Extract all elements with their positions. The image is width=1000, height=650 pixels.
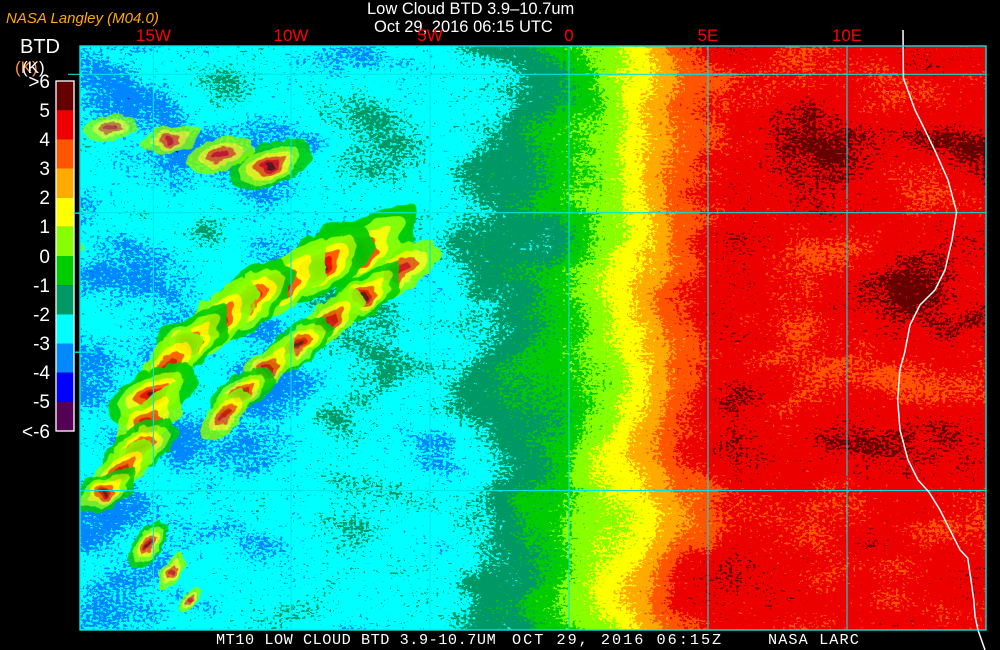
svg-text:MT10 LOW CLOUD BTD 3.9-10.7UM: MT10 LOW CLOUD BTD 3.9-10.7UM: [216, 631, 496, 649]
svg-text:4: 4: [39, 130, 50, 151]
svg-text:-5: -5: [33, 392, 50, 413]
svg-text:<-6: <-6: [22, 422, 50, 443]
svg-text:2: 2: [39, 188, 50, 209]
svg-text:-3: -3: [33, 334, 50, 355]
svg-text:10W: 10W: [274, 26, 309, 45]
svg-text:1: 1: [39, 217, 50, 238]
svg-text:10E: 10E: [832, 26, 862, 45]
svg-text:-2: -2: [33, 305, 50, 326]
svg-text:5: 5: [39, 101, 50, 122]
svg-text:0: 0: [564, 26, 573, 45]
svg-text:Low Cloud BTD 3.9–10.7um: Low Cloud BTD 3.9–10.7um: [367, 0, 574, 18]
svg-text:BTD: BTD: [20, 36, 60, 58]
svg-text:5E: 5E: [698, 26, 719, 45]
svg-text:(K): (K): [22, 58, 45, 77]
svg-text:15W: 15W: [136, 26, 171, 45]
svg-text:Oct 29, 2016 06:15 UTC: Oct 29, 2016 06:15 UTC: [374, 18, 553, 36]
svg-text:20S: 20S: [825, 472, 855, 491]
svg-text:5W: 5W: [417, 26, 443, 45]
svg-text:NASA LARC: NASA LARC: [768, 631, 860, 649]
svg-text:3: 3: [39, 159, 50, 180]
svg-text:-4: -4: [33, 363, 50, 384]
svg-text:10S: 10S: [825, 195, 855, 214]
svg-text:OCT 29, 2016 06:15Z: OCT 29, 2016 06:15Z: [512, 631, 723, 649]
svg-text:0: 0: [39, 247, 50, 268]
svg-text:NASA Langley (M04.0): NASA Langley (M04.0): [6, 10, 159, 27]
svg-text:-1: -1: [33, 276, 50, 297]
